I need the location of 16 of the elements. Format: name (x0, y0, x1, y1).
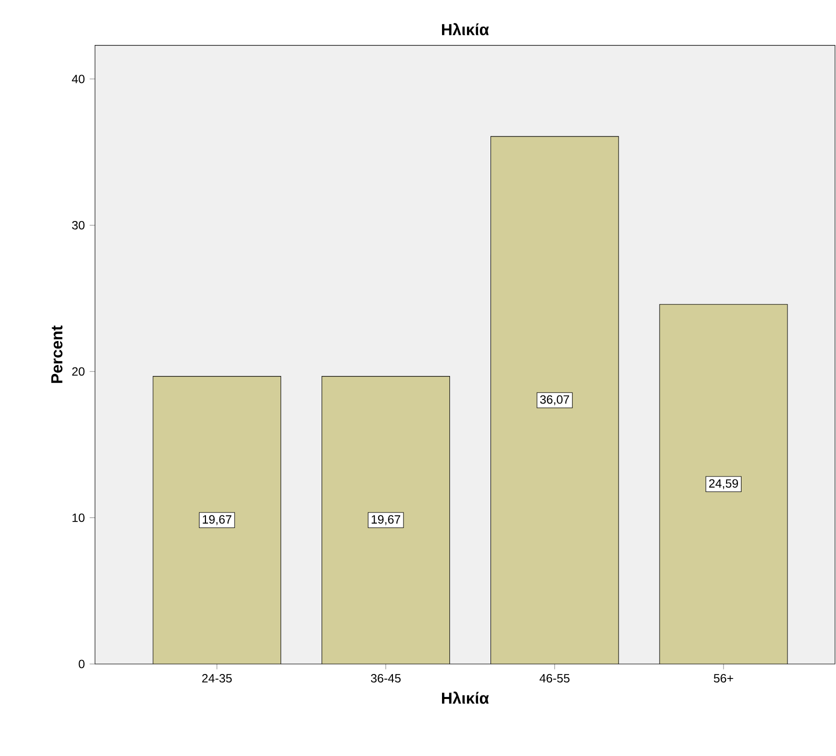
y-tick-label: 30 (72, 220, 84, 230)
data-label: 24,59 (709, 479, 738, 490)
y-tick-label: 0 (78, 660, 84, 668)
x-tick-label: 56+ (714, 674, 734, 683)
x-axis-title: Ηλικία (442, 692, 489, 704)
y-tick-label: 10 (72, 513, 84, 522)
data-label: 36,07 (540, 395, 570, 406)
x-tick-label: 36-45 (370, 674, 401, 683)
y-tick-label: 20 (72, 367, 84, 376)
y-tick-label: 40 (72, 74, 84, 84)
y-axis-title: Percent (51, 326, 62, 383)
chart-title: Ηλικία (442, 23, 489, 36)
x-tick-label: 46-55 (540, 674, 570, 683)
x-tick-label: 24-35 (202, 674, 232, 683)
data-label: 19,67 (372, 515, 400, 526)
data-label: 19,67 (202, 515, 232, 526)
